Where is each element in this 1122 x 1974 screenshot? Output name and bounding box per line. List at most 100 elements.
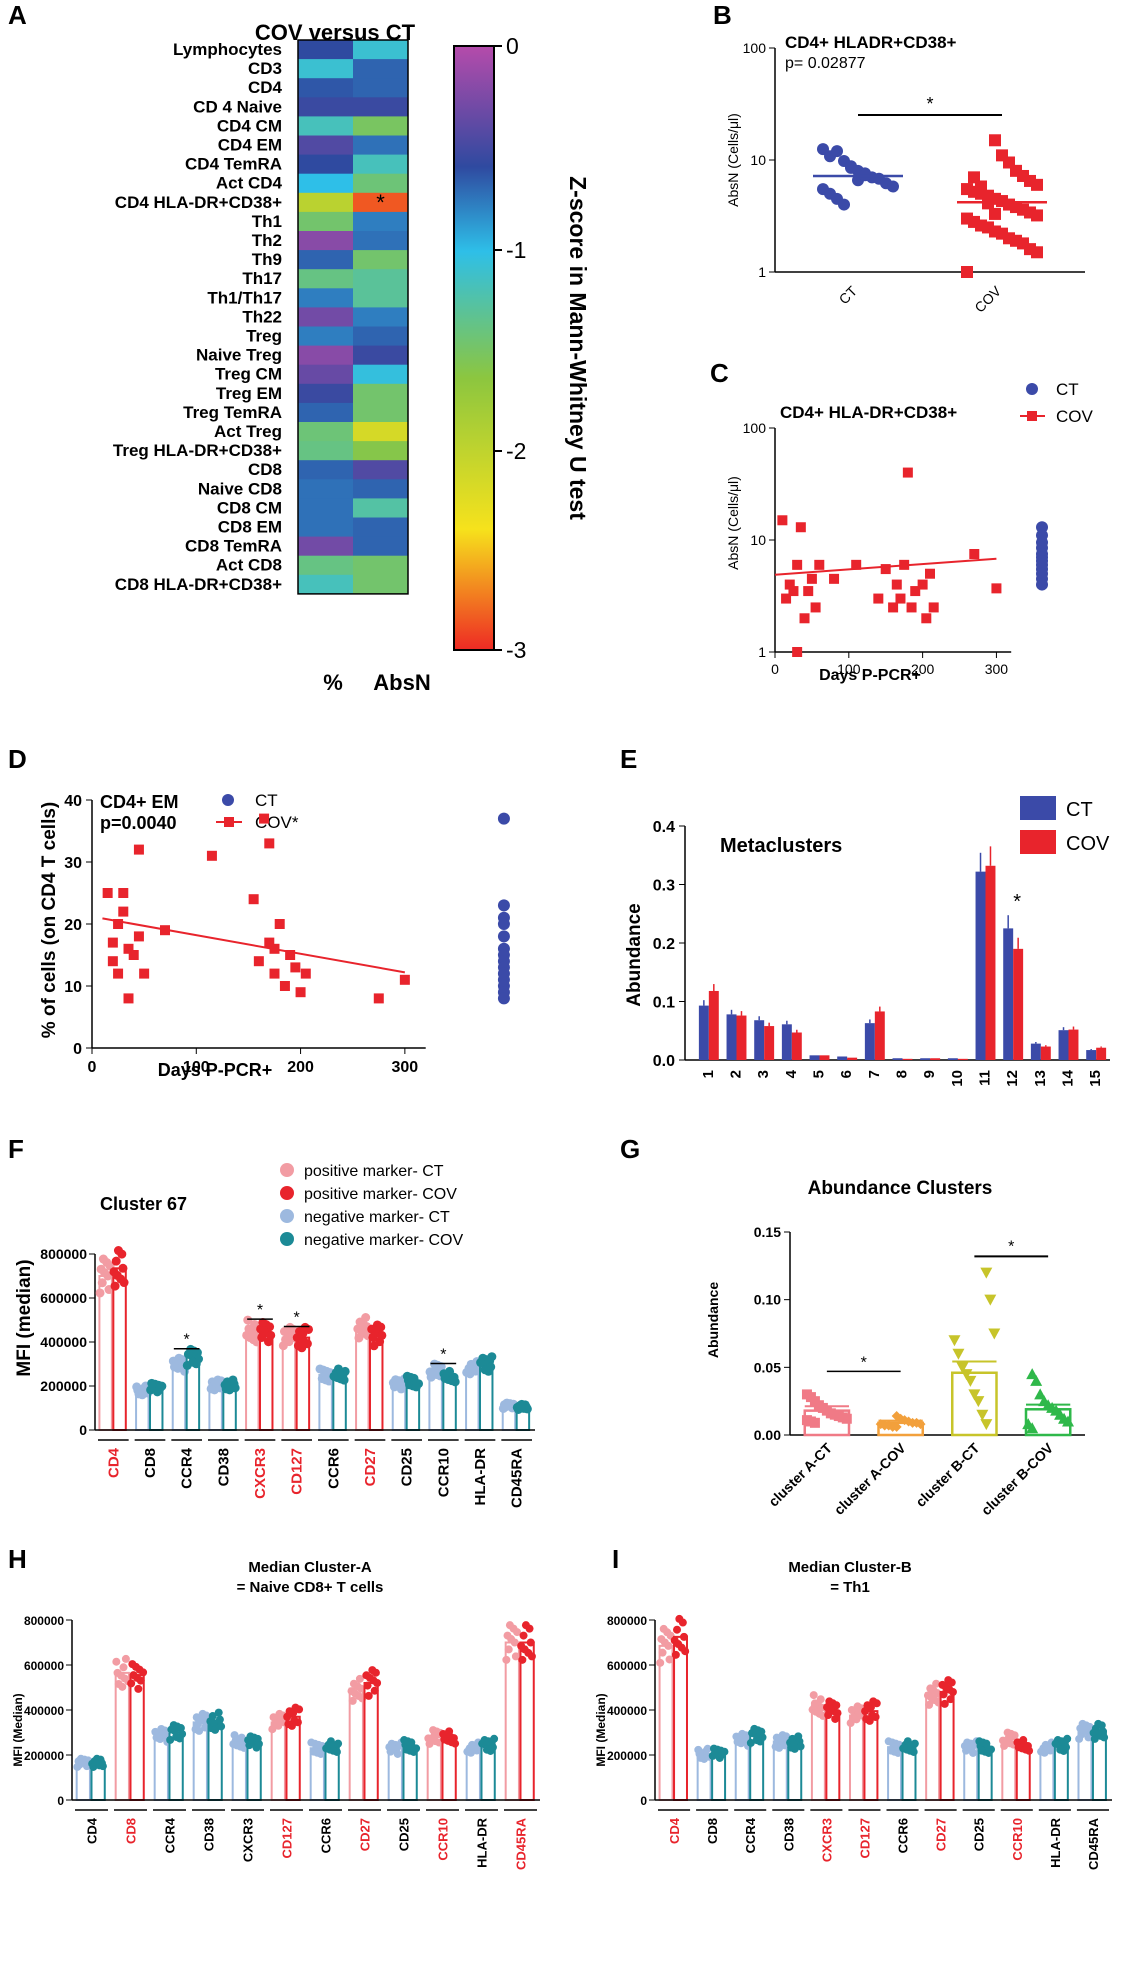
panel-f-dot-cov [295,1327,305,1337]
panel-d-letter: D [8,744,27,774]
panel-f-x-tick-label: CCR4 [179,1447,196,1488]
heatmap-cell [298,231,353,251]
panel-d-plot: 0 10 20 30 40 0 100 200 300 [64,793,510,1076]
panel-f-y-tick-label: 200000 [40,1378,87,1394]
panel-i-dot-ct [848,1713,857,1722]
panel-c-point-cov [991,583,1002,594]
panel-h-dot-cov [322,1744,331,1753]
panel-e-legend-cov: COV [1066,833,1110,855]
panel-d-legend-ct-marker [222,794,234,806]
panel-i-dot-cov [790,1744,799,1753]
heatmap-row-label: Lymphocytes [173,40,282,59]
panel-h-dot-ct [505,1621,514,1630]
heatmap-row-label: CD4 TemRA [185,155,282,174]
panel-e-bar-ct [892,1058,903,1060]
heatmap-row-label: Act CD8 [216,556,282,575]
panel-h-dot-cov [129,1671,138,1680]
panel-e-bar-ct [1030,1043,1041,1060]
panel-i-y-tick-label: 200000 [607,1749,647,1763]
panel-i-dot-cov [718,1750,727,1759]
panel-i-bar-ct [848,1714,864,1801]
panel-f-title: Cluster 67 [100,1194,187,1214]
heatmap-cell [353,250,408,270]
panel-e-bar-cov [736,1015,747,1060]
panel-b-title: CD4+ HLADR+CD38+ [785,33,957,52]
panel-h-dot-ct [388,1744,397,1753]
panel-h-dot-cov [291,1703,300,1712]
panel-e-legend-ct-swatch [1020,796,1056,820]
panel-i-x-tick-label: CD127 [857,1818,872,1858]
panel-i-dot-ct [659,1624,668,1633]
heatmap-row-label: CD 4 Naive [193,97,282,116]
panel-g-point [988,1328,1001,1340]
panel-i-x-tick-label: CCR6 [896,1818,911,1853]
panel-e-y-tick-label: 0.1 [653,995,675,1012]
panel-i-dot-ct [656,1658,665,1667]
panel-c-point-cov [906,602,917,613]
panel-c-point-cov [829,573,840,584]
panel-f-dot-ct [169,1362,179,1372]
panel-i-dot-cov [1094,1719,1103,1728]
panel-i-dot-cov [833,1709,842,1718]
panel-h-dot-cov [329,1746,338,1755]
panel-i-y-tick-label: 400000 [607,1704,647,1718]
panel-i-dot-cov [863,1701,872,1710]
panel-h-dot-cov [520,1645,529,1654]
panel-f-x-tick-label: HLA-DR [472,1448,489,1506]
panel-e-bar-ct [726,1014,737,1060]
panel-f-x-tick-label: CD45RA [509,1448,526,1508]
panel-h-dot-ct [196,1714,205,1723]
panel-c-point-cov [902,467,913,478]
panel-i-dot-ct [810,1699,819,1708]
panel-d-point-cov [274,919,285,929]
panel-b-point-ct [887,180,899,193]
panel-h-dot-cov [440,1735,449,1744]
panel-f-dot-cov [258,1318,268,1328]
panel-g-y-tick-label: 0.00 [754,1427,781,1443]
panel-b-point-ct [845,161,857,174]
panel-g-letter: G [620,1134,640,1164]
panel-i-dot-cov [671,1650,680,1659]
panel-h-dot-ct [275,1709,284,1718]
panel-i-dot-ct [809,1691,818,1700]
heatmap-row-label: CD3 [248,59,282,78]
panel-f: F Cluster 67 MFI (median) positive marke… [8,1134,535,1508]
heatmap-cell [298,40,353,60]
panel-i-dot-cov [1051,1739,1060,1748]
heatmap-row-label: Th1/Th17 [207,288,282,307]
panel-e-x-tick-label: 8 [894,1070,911,1078]
panel-c-x-tick-label: 300 [985,661,1009,677]
panel-g-point [915,1419,926,1430]
panel-g-point [1034,1388,1047,1400]
panel-c-point-cov [806,573,817,584]
panel-b-point-cov [1031,246,1043,259]
panel-c-point-cov [799,613,810,624]
panel-b-y-tick-label: 10 [750,152,766,168]
panel-i-dot-cov [1021,1745,1030,1754]
panel-h-dot-cov [254,1739,263,1748]
panel-i-y-tick-label: 600000 [607,1659,647,1673]
panel-g: G Abundance Clusters Abundance 0.000.050… [620,1134,1085,1518]
panel-h-dot-cov [208,1712,217,1721]
panel-i-dot-cov [746,1738,755,1747]
panel-h-dot-ct [113,1668,122,1677]
panel-f-bar-ct [98,1275,113,1431]
panel-h-dot-cov [92,1754,101,1763]
panel-b-ylabel: AbsN (Cells/μl) [725,113,741,207]
panel-h-dot-cov [518,1655,527,1664]
heatmap-cell [353,231,408,251]
panel-c-point-cov [792,559,803,570]
panel-h-dot-cov [209,1718,218,1727]
panel-d-point-cov [279,981,290,991]
panel-f-dot-ct [134,1389,144,1399]
panel-d-point-cov [133,931,144,942]
heatmap-border [297,39,409,595]
panel-c-xlabel: Days P-PCR+ [819,667,921,684]
panel-e-y-tick-label: 0.0 [653,1053,675,1070]
panel-d-point-cov [290,962,301,973]
panel-h-x-tick-label: HLA-DR [475,1817,490,1867]
panel-c-legend-ct-marker [1026,383,1038,395]
panel-i-x-tick-label: CXCR3 [819,1818,834,1862]
panel-h-dot-ct [504,1645,513,1654]
panel-f-dot-cov [118,1263,128,1273]
